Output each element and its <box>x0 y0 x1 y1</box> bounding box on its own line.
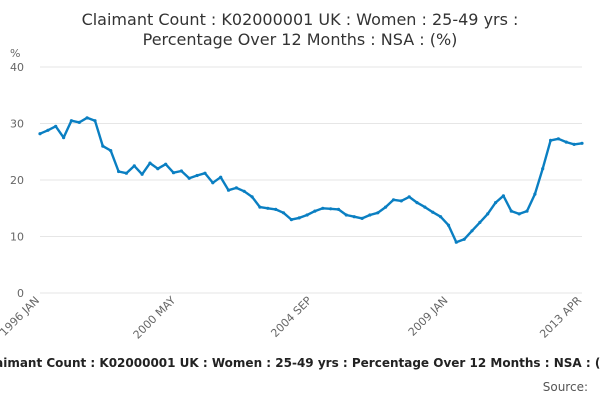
data-point <box>384 205 388 209</box>
data-point <box>572 142 576 146</box>
data-point <box>281 211 286 215</box>
data-point <box>407 195 411 199</box>
data-point <box>431 210 435 214</box>
data-point <box>321 206 325 210</box>
data-point <box>556 137 561 141</box>
data-point <box>54 124 58 128</box>
data-point <box>242 189 246 193</box>
data-point <box>38 132 42 136</box>
data-point <box>203 171 207 175</box>
data-point <box>423 205 427 209</box>
data-point <box>124 171 128 175</box>
data-point <box>391 198 396 202</box>
data-point <box>85 116 89 120</box>
data-point <box>549 138 553 142</box>
series-group <box>38 116 584 244</box>
data-point <box>541 167 545 171</box>
data-point <box>313 209 317 213</box>
data-point <box>454 240 458 244</box>
data-point <box>77 120 81 124</box>
data-point <box>69 119 73 123</box>
data-point <box>564 140 568 144</box>
y-tick-label-40: 40 <box>10 61 24 74</box>
data-point <box>517 212 521 216</box>
data-point <box>117 169 121 174</box>
data-point <box>266 206 270 210</box>
x-tick-labels: 1996 JAN 2000 MAY 2004 SEP 2009 JAN 2013 APR <box>0 294 584 342</box>
data-point <box>470 229 474 233</box>
data-point <box>446 223 451 227</box>
data-point <box>376 211 380 215</box>
data-point <box>344 213 348 217</box>
x-tick-label-4: 2013 APR <box>537 294 584 341</box>
data-point <box>156 167 160 171</box>
data-point <box>580 141 584 145</box>
data-point <box>360 216 364 220</box>
data-point <box>352 215 356 219</box>
data-point <box>195 173 199 178</box>
chart-title-line-1: Claimant Count : K02000001 UK : Women : … <box>82 10 519 29</box>
data-point <box>415 201 419 205</box>
data-point <box>62 136 66 140</box>
x-tick-label-3: 2009 JAN <box>406 294 451 339</box>
data-point <box>187 176 191 180</box>
data-point <box>258 205 262 209</box>
data-point <box>486 212 490 216</box>
x-tick-label-2: 2004 SEP <box>268 294 314 340</box>
data-point <box>46 128 50 132</box>
data-point <box>494 201 498 205</box>
chart-title-line-2: Percentage Over 12 Months : NSA : (%) <box>143 30 458 49</box>
x-tick-label-1: 2000 MAY <box>131 294 179 342</box>
y-tick-labels: 0 10 20 30 40 <box>10 61 24 300</box>
series-line-0 <box>38 116 584 244</box>
data-point <box>109 149 113 153</box>
chart-source: Source: <box>543 380 588 394</box>
y-tick-label-10: 10 <box>10 231 24 244</box>
data-point <box>289 218 293 222</box>
data-point <box>211 181 215 185</box>
data-point <box>219 175 223 179</box>
data-point <box>399 199 403 203</box>
data-point <box>140 172 144 176</box>
x-tick-label-0: 1996 JAN <box>0 294 42 339</box>
data-point <box>336 207 341 211</box>
data-point <box>525 209 529 213</box>
y-axis-unit-label: % <box>10 47 20 60</box>
data-point <box>329 207 333 211</box>
data-point <box>93 119 97 123</box>
y-tick-label-0: 0 <box>17 287 24 300</box>
y-tick-label-30: 30 <box>10 118 24 131</box>
data-point <box>234 186 238 190</box>
data-point <box>533 192 537 196</box>
grid-lines <box>40 66 582 294</box>
data-point <box>478 220 482 224</box>
data-point <box>164 162 168 166</box>
data-point <box>226 188 231 192</box>
data-point <box>132 164 136 168</box>
data-point <box>148 161 152 165</box>
data-point <box>297 216 301 220</box>
data-point <box>368 213 372 217</box>
data-point <box>439 215 443 219</box>
data-point <box>501 194 505 198</box>
data-point <box>250 195 254 199</box>
data-point <box>305 213 309 217</box>
data-point <box>171 171 176 175</box>
data-point <box>509 209 513 213</box>
data-point <box>179 169 183 173</box>
data-point <box>462 237 466 241</box>
data-point <box>101 144 105 148</box>
y-tick-label-20: 20 <box>10 174 24 187</box>
data-point <box>274 207 278 211</box>
chart-caption: Claimant Count : K02000001 UK : Women : … <box>0 356 600 370</box>
